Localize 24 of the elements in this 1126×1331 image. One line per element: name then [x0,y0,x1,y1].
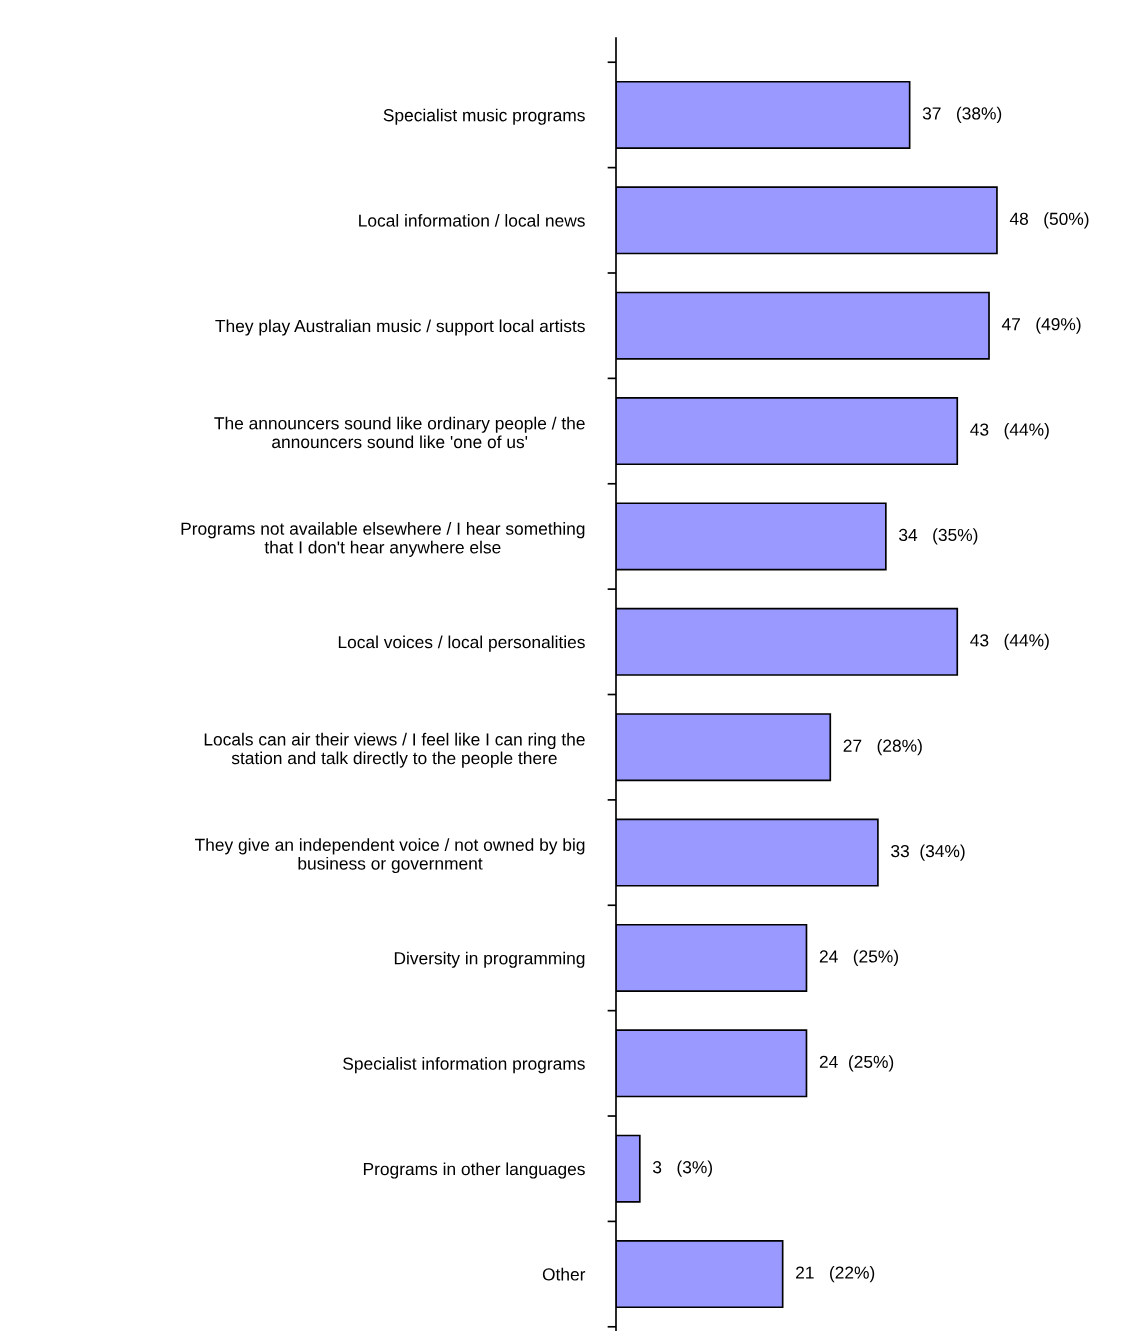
data-label: 27 (28%) [843,739,922,756]
data-label: 21 (22%) [796,1266,875,1283]
data-label: 24 (25%) [819,1055,894,1072]
y-tick-label: Locals can air their views / I feel like I can ring the station and talk directly to the people there [204,732,585,768]
y-tick-label: The announcers sound like ordinary people / the announcers sound like 'one of us' [214,416,585,449]
data-label: 43 (44%) [970,422,1049,440]
data-label: 34 (35%) [899,528,978,545]
data-label: 48 (50%) [1009,212,1089,229]
y-tick-label: Local information / local news [359,214,585,227]
y-tick-label: Local voices / local personalities [338,635,585,652]
y-tick-label: They give an independent voice / not owned by big business or government [194,838,585,874]
data-label: 43 (44%) [970,633,1049,650]
data-label: 33 (34%) [891,844,965,861]
data-label: 47 (49%) [1001,317,1081,334]
y-tick-label: Programs not available elsewhere / I hear something that I don't hear anywhere else [181,522,585,557]
y-tick-label: They play Australian music / support local artists [215,319,585,336]
y-tick-label: Specialist music programs [383,108,585,125]
y-tick-label: Diversity in programming [394,951,585,968]
data-label: 3 (3%) [652,1160,713,1177]
y-tick-label: Other [542,1267,586,1281]
data-label: 24 (25%) [819,949,898,967]
y-tick-label: Programs in other languages [363,1162,585,1179]
data-label: 37 (38%) [922,106,1002,124]
y-tick-label: Specialist information programs [343,1057,585,1074]
